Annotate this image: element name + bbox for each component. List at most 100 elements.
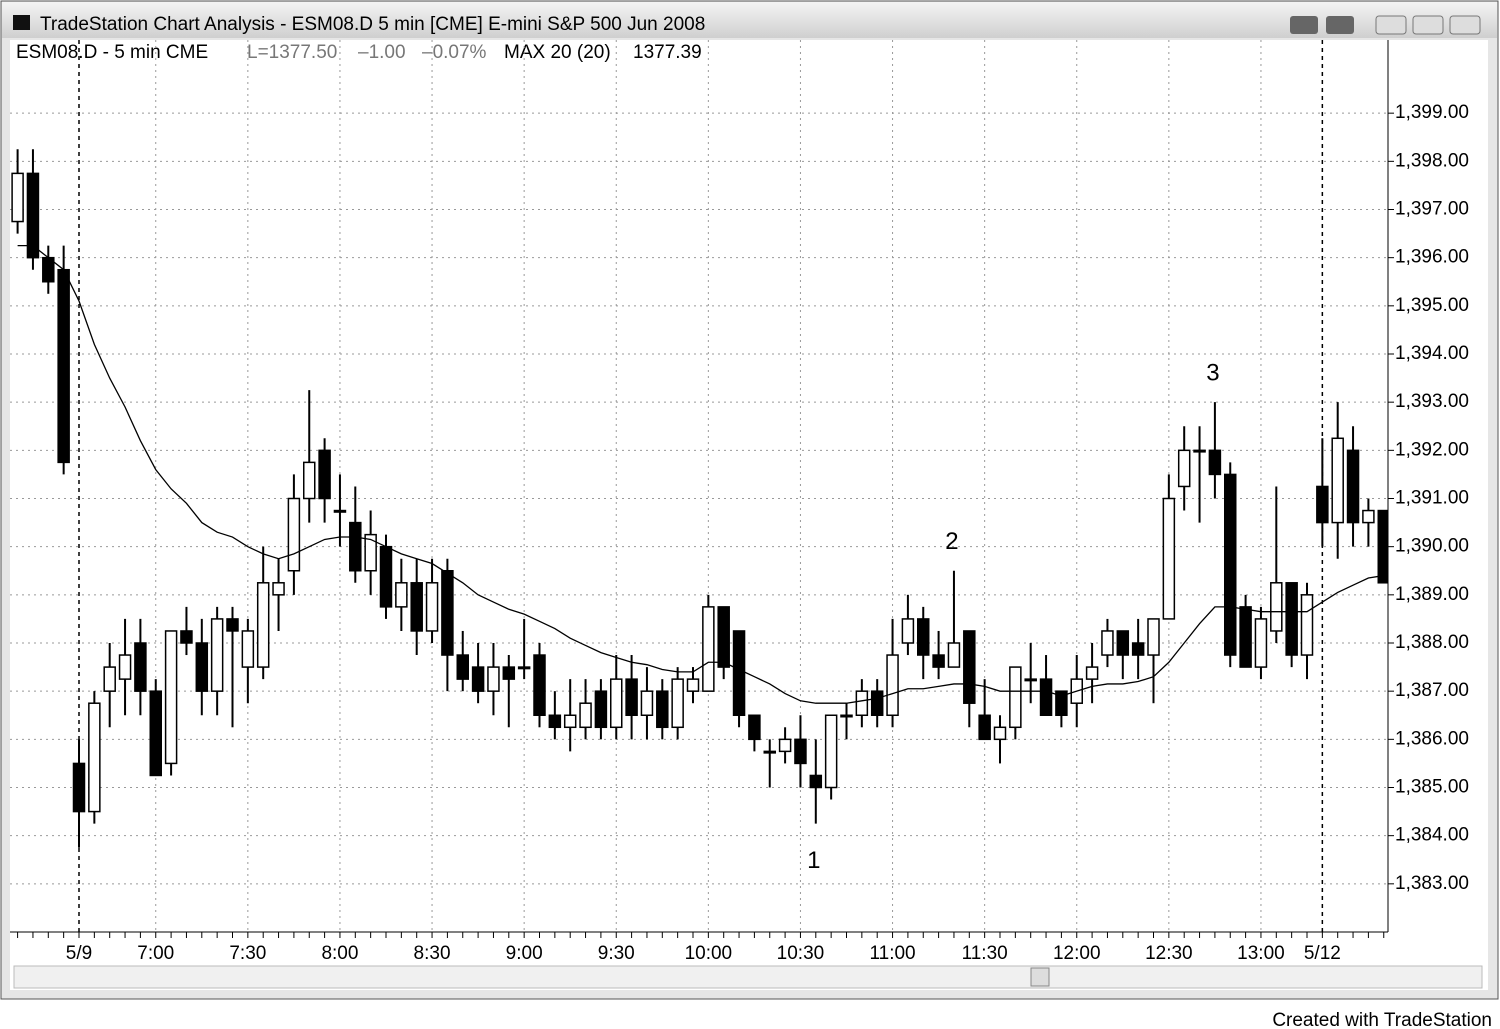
- x-tick-label: 13:00: [1237, 943, 1285, 964]
- menu-button[interactable]: [1290, 16, 1318, 34]
- scrollbar[interactable]: [13, 965, 1483, 989]
- scroll-thumb[interactable]: [1030, 967, 1050, 987]
- y-tick-label: 1,387.00: [1395, 680, 1469, 701]
- candle-body: [226, 618, 239, 632]
- candle-body: [502, 666, 516, 680]
- symbol: ESM08.D - 5 min CME: [16, 42, 208, 63]
- annotation: 2: [945, 528, 958, 555]
- x-tick-label: 7:30: [229, 943, 266, 964]
- candle-body: [1316, 485, 1329, 524]
- maximize-button[interactable]: [1412, 15, 1444, 35]
- candle-body: [241, 630, 255, 668]
- candle-body: [702, 606, 715, 692]
- y-tick-label: 1,388.00: [1395, 632, 1469, 653]
- candle-body: [149, 690, 162, 777]
- candle-body: [287, 497, 301, 572]
- candle-body: [1239, 606, 1252, 668]
- candle-body: [1039, 678, 1053, 716]
- x-tick-label: 7:00: [137, 943, 174, 964]
- candle-body: [103, 666, 116, 692]
- x-tick-label: 11:30: [962, 943, 1008, 964]
- x-tick-label: 8:30: [414, 943, 451, 964]
- annotation: 3: [1206, 360, 1219, 387]
- y-tick-label: 1,391.00: [1395, 488, 1469, 509]
- candle-body: [195, 642, 209, 692]
- footer: Created with TradeStation: [1272, 1010, 1492, 1029]
- candle-body: [134, 642, 147, 692]
- y-tick-label: 1,399.00: [1395, 102, 1469, 123]
- candle-body: [932, 654, 945, 668]
- candle-body: [425, 582, 439, 632]
- x-tick-label: 10:30: [777, 943, 825, 964]
- candle-body: [794, 738, 807, 765]
- minimize-button[interactable]: [1375, 15, 1407, 35]
- window-title: TradeStation Chart Analysis - ESM08.D 5 …: [40, 14, 705, 35]
- x-tick-label: 9:00: [506, 943, 543, 964]
- y-tick-label: 1,394.00: [1395, 343, 1469, 364]
- last-price: L=1377.50: [247, 42, 337, 63]
- x-tick-label: 12:00: [1053, 943, 1101, 964]
- close-button[interactable]: [1449, 15, 1481, 35]
- candle-body: [840, 714, 853, 718]
- app-icon: [13, 15, 30, 30]
- candle-body: [1300, 594, 1314, 656]
- candle-body: [917, 618, 930, 656]
- candle-body: [824, 714, 838, 789]
- x-tick-label: 5/9: [66, 943, 92, 964]
- candle-body: [886, 654, 899, 717]
- candle-body: [993, 726, 1007, 741]
- y-tick-label: 1,395.00: [1395, 295, 1469, 316]
- candle-body: [579, 702, 592, 729]
- y-tick-label: 1,384.00: [1395, 825, 1469, 846]
- candle-body: [748, 714, 761, 741]
- candle-body: [963, 630, 976, 704]
- candle-body: [1377, 509, 1388, 584]
- y-tick-label: 1,396.00: [1395, 247, 1469, 268]
- x-tick-label: 12:30: [1145, 943, 1193, 964]
- candle-body: [333, 509, 347, 513]
- y-tick-label: 1,390.00: [1395, 536, 1469, 557]
- candle-body: [410, 582, 423, 632]
- candle-body: [487, 666, 500, 692]
- candle-body: [671, 678, 684, 729]
- candle-body: [1362, 509, 1375, 524]
- candle-body: [26, 172, 40, 259]
- study-value: 1377.39: [633, 42, 702, 63]
- candle-body: [517, 666, 531, 670]
- candle-body: [1131, 642, 1145, 656]
- candle-body: [72, 762, 86, 813]
- annotation: 1: [807, 847, 820, 874]
- candle-body: [256, 582, 270, 668]
- axes-layer: 1,383.00 1,384.00 1,385.00 1,386.00 1,387.00…: [17, 102, 1469, 964]
- candle-body: [1331, 437, 1344, 524]
- menu-button[interactable]: [1326, 16, 1354, 34]
- candle-body: [548, 714, 562, 729]
- candle-body: [1254, 618, 1268, 668]
- candle-body: [901, 618, 915, 644]
- candle-body: [318, 449, 331, 500]
- candle-body: [1285, 582, 1298, 656]
- candle-body: [1270, 582, 1283, 632]
- candle-body: [379, 545, 393, 608]
- candle-body: [855, 690, 869, 717]
- y-tick-label: 1,383.00: [1395, 873, 1469, 894]
- candle-body: [717, 606, 730, 668]
- x-tick-label: 5/12: [1304, 943, 1341, 964]
- y-tick-label: 1,385.00: [1395, 777, 1469, 798]
- candle-body: [563, 714, 577, 729]
- candle-body: [164, 630, 178, 765]
- candle-body: [11, 172, 24, 223]
- y-tick-label: 1,386.00: [1395, 728, 1469, 749]
- moving-average: [17, 244, 1384, 704]
- x-tick-label: 10:00: [685, 943, 733, 964]
- candle-body: [1208, 449, 1222, 476]
- candle-body: [1009, 666, 1022, 729]
- candle-body: [686, 678, 700, 692]
- candle-body: [88, 702, 101, 813]
- y-tick-label: 1,397.00: [1395, 199, 1469, 220]
- candle-body: [57, 268, 70, 464]
- candle-body: [809, 774, 823, 789]
- candle-body: [978, 714, 991, 741]
- candle-body: [456, 654, 469, 680]
